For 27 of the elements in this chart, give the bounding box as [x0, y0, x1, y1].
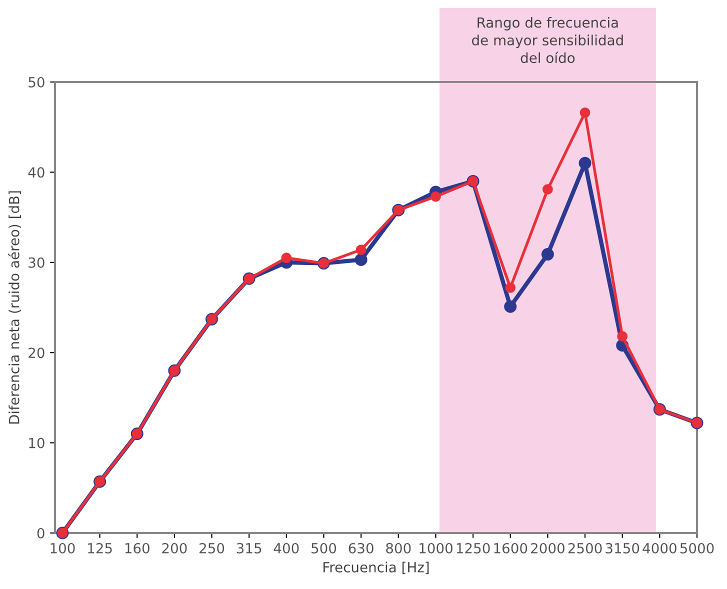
x-tick-label: 2500	[568, 542, 602, 554]
y-tick-label: 20	[28, 348, 44, 358]
x-tick-label: 250	[200, 542, 224, 554]
x-tick-label: 400	[274, 542, 299, 554]
y-tick-label: 0	[37, 528, 44, 538]
x-tick-label: 630	[348, 542, 374, 554]
x-tick-label: 3150	[606, 542, 640, 554]
x-tick-label: 125	[88, 542, 112, 554]
x-tick-label: 1250	[456, 542, 490, 554]
x-tick-label: 4000	[642, 542, 676, 554]
x-axis-title: Frecuencia [Hz]	[324, 562, 429, 574]
x-tick-label: 2000	[531, 542, 564, 554]
x-tick-label: 160	[125, 542, 150, 554]
x-tick-label: 1600	[494, 542, 528, 554]
band-label: Rango de frecuencia de mayor sensibilidad del oído	[472, 17, 623, 64]
x-tick-label: 100	[50, 542, 75, 554]
x-tick-label: 200	[162, 542, 187, 554]
x-tick-label: 800	[386, 542, 411, 554]
y-tick-label: 50	[28, 76, 44, 88]
y-tick-label: 40	[28, 167, 44, 178]
y-tick-label: 10	[29, 438, 44, 448]
x-tick-label: 500	[312, 542, 336, 554]
x-tick-label: 1000	[420, 542, 452, 554]
x-tick-label: 5000	[680, 542, 714, 554]
y-axis-title: Diferencia neta (ruido aéreo) [dB]	[8, 191, 21, 424]
y-tick-label: 30	[28, 257, 44, 268]
x-tick-label: 315	[236, 542, 262, 554]
